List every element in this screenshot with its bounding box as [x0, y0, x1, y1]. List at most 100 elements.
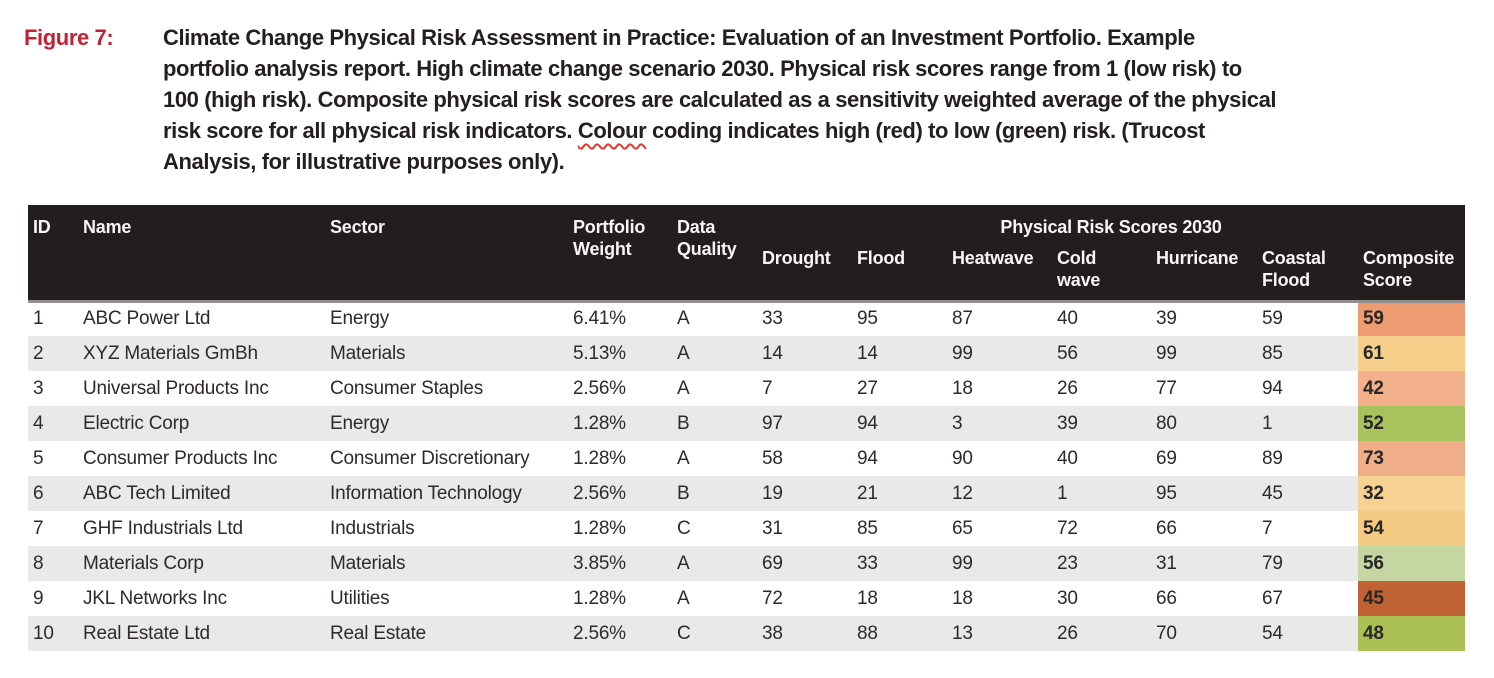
column-header-portfolio-weight: Portfolio Weight	[568, 205, 672, 303]
column-header-flood: Flood	[852, 245, 947, 303]
cell-name: Universal Products Inc	[78, 371, 325, 406]
cell-sector: Consumer Staples	[325, 371, 568, 406]
cell-score-cold-wave: 30	[1052, 581, 1151, 616]
group-header-physical-risk-scores: Physical Risk Scores 2030	[757, 205, 1465, 245]
cell-composite-score: 59	[1358, 301, 1465, 336]
cell-score-drought: 7	[757, 371, 852, 406]
cell-score-hurricane: 66	[1151, 581, 1257, 616]
cell-sector: Industrials	[325, 511, 568, 546]
column-header-cold-wave: Cold wave	[1052, 245, 1151, 303]
cell-score-coastal-flood: 1	[1257, 406, 1358, 441]
cell-score-flood: 27	[852, 371, 947, 406]
cell-portfolio-weight: 5.13%	[568, 336, 672, 371]
cell-sector: Materials	[325, 336, 568, 371]
cell-score-hurricane: 95	[1151, 476, 1257, 511]
cell-score-hurricane: 77	[1151, 371, 1257, 406]
cell-score-drought: 69	[757, 546, 852, 581]
cell-score-drought: 97	[757, 406, 852, 441]
cell-score-coastal-flood: 89	[1257, 441, 1358, 476]
table-row: 1 ABC Power Ltd Energy 6.41% A 33 95 87 …	[28, 301, 1465, 336]
cell-score-flood: 21	[852, 476, 947, 511]
cell-data-quality: A	[672, 581, 757, 616]
cell-sector: Real Estate	[325, 616, 568, 651]
cell-composite-score: 52	[1358, 406, 1465, 441]
cell-score-hurricane: 69	[1151, 441, 1257, 476]
cell-data-quality: A	[672, 301, 757, 336]
cell-score-coastal-flood: 45	[1257, 476, 1358, 511]
column-header-heatwave: Heatwave	[947, 245, 1052, 303]
caption-line-5: Analysis, for illustrative purposes only…	[163, 149, 565, 174]
cell-id: 2	[28, 336, 78, 371]
cell-name: ABC Power Ltd	[78, 301, 325, 336]
cell-score-flood: 95	[852, 301, 947, 336]
cell-score-heatwave: 13	[947, 616, 1052, 651]
table-row: 7 GHF Industrials Ltd Industrials 1.28% …	[28, 511, 1465, 546]
table-row: 3 Universal Products Inc Consumer Staple…	[28, 371, 1465, 406]
cell-id: 1	[28, 301, 78, 336]
cell-composite-score: 61	[1358, 336, 1465, 371]
cell-data-quality: B	[672, 476, 757, 511]
cell-score-coastal-flood: 94	[1257, 371, 1358, 406]
figure-caption-text: Climate Change Physical Risk Assessment …	[163, 22, 1277, 177]
cell-data-quality: A	[672, 546, 757, 581]
cell-portfolio-weight: 1.28%	[568, 441, 672, 476]
cell-score-hurricane: 31	[1151, 546, 1257, 581]
cell-portfolio-weight: 1.28%	[568, 581, 672, 616]
caption-line-3: 100 (high risk). Composite physical risk…	[163, 87, 1277, 112]
caption-line-2: portfolio analysis report. High climate …	[163, 56, 1242, 81]
cell-score-heatwave: 99	[947, 546, 1052, 581]
cell-score-heatwave: 18	[947, 581, 1052, 616]
cell-data-quality: A	[672, 336, 757, 371]
cell-name: ABC Tech Limited	[78, 476, 325, 511]
figure-label: Figure 7:	[24, 25, 114, 50]
cell-score-coastal-flood: 79	[1257, 546, 1358, 581]
cell-composite-score: 73	[1358, 441, 1465, 476]
cell-score-coastal-flood: 59	[1257, 301, 1358, 336]
cell-portfolio-weight: 2.56%	[568, 616, 672, 651]
cell-composite-score: 32	[1358, 476, 1465, 511]
cell-score-heatwave: 18	[947, 371, 1052, 406]
table-row: 6 ABC Tech Limited Information Technolog…	[28, 476, 1465, 511]
table-row: 2 XYZ Materials GmBh Materials 5.13% A 1…	[28, 336, 1465, 371]
table-row: 5 Consumer Products Inc Consumer Discret…	[28, 441, 1465, 476]
cell-portfolio-weight: 1.28%	[568, 406, 672, 441]
column-header-name: Name	[78, 205, 325, 303]
column-header-coastal-flood: Coastal Flood	[1257, 245, 1358, 303]
cell-score-flood: 18	[852, 581, 947, 616]
cell-sector: Energy	[325, 301, 568, 336]
cell-score-drought: 58	[757, 441, 852, 476]
cell-composite-score: 54	[1358, 511, 1465, 546]
caption-line-1: Climate Change Physical Risk Assessment …	[163, 25, 1195, 50]
cell-score-flood: 88	[852, 616, 947, 651]
cell-sector: Materials	[325, 546, 568, 581]
cell-id: 6	[28, 476, 78, 511]
cell-portfolio-weight: 2.56%	[568, 476, 672, 511]
column-header-id: ID	[28, 205, 78, 303]
cell-score-flood: 94	[852, 441, 947, 476]
cell-id: 10	[28, 616, 78, 651]
cell-score-hurricane: 39	[1151, 301, 1257, 336]
cell-score-cold-wave: 56	[1052, 336, 1151, 371]
cell-score-cold-wave: 72	[1052, 511, 1151, 546]
risk-assessment-table: ID Name Sector Portfolio Weight Data Qua…	[28, 205, 1465, 651]
cell-composite-score: 56	[1358, 546, 1465, 581]
cell-name: XYZ Materials GmBh	[78, 336, 325, 371]
cell-composite-score: 42	[1358, 371, 1465, 406]
cell-score-drought: 33	[757, 301, 852, 336]
document-page: Figure 7: Climate Change Physical Risk A…	[24, 22, 1465, 651]
cell-name: GHF Industrials Ltd	[78, 511, 325, 546]
cell-score-cold-wave: 40	[1052, 301, 1151, 336]
cell-portfolio-weight: 3.85%	[568, 546, 672, 581]
caption-line-4: risk score for all physical risk indicat…	[163, 115, 1276, 146]
table-header: ID Name Sector Portfolio Weight Data Qua…	[28, 205, 1465, 303]
cell-composite-score: 45	[1358, 581, 1465, 616]
column-header-drought: Drought	[757, 245, 852, 303]
cell-score-cold-wave: 26	[1052, 371, 1151, 406]
cell-portfolio-weight: 6.41%	[568, 301, 672, 336]
table-row: 8 Materials Corp Materials 3.85% A 69 33…	[28, 546, 1465, 581]
cell-id: 9	[28, 581, 78, 616]
column-header-hurricane: Hurricane	[1151, 245, 1257, 303]
cell-id: 3	[28, 371, 78, 406]
cell-score-flood: 94	[852, 406, 947, 441]
cell-id: 8	[28, 546, 78, 581]
